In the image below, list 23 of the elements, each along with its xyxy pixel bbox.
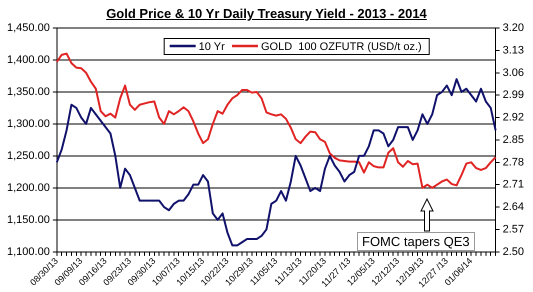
y2-tick-label: 3.13 [502, 44, 524, 56]
legend-label: GOLD 100 OZFUTR (USD/t oz.) [260, 41, 422, 54]
y2-tick-label: 3.20 [502, 22, 524, 34]
y2-tick-label: 2.50 [502, 246, 524, 258]
y2-tick-label: 2.85 [502, 134, 524, 146]
y2-tick-label: 2.64 [502, 201, 524, 214]
y-tick-label: 1,300.00 [6, 118, 50, 130]
chart-title: Gold Price & 10 Yr Daily Treasury Yield - 2013 - 2014 [105, 6, 428, 21]
y-tick-label: 1,100.00 [6, 246, 50, 258]
y2-tick-label: 3.06 [502, 66, 524, 79]
legend-label: 10 Yr [198, 41, 226, 54]
y2-tick-label: 2.71 [502, 178, 524, 191]
y-tick-label: 1,200.00 [6, 182, 50, 194]
y-tick-label: 1,150.00 [6, 214, 50, 226]
y2-tick-label: 2.78 [502, 156, 524, 168]
y-tick-label: 1,250.00 [6, 150, 50, 162]
annotation: FOMC tapers QE3 [357, 232, 475, 251]
y2-tick-label: 2.92 [502, 112, 524, 124]
y2-tick-label: 2.99 [502, 89, 524, 102]
y-tick-label: 1,400.00 [6, 54, 50, 66]
y2-tick-label: 2.57 [502, 223, 524, 236]
y-tick-label: 1,350.00 [6, 86, 50, 98]
y-tick-label: 1,450.00 [6, 22, 50, 34]
